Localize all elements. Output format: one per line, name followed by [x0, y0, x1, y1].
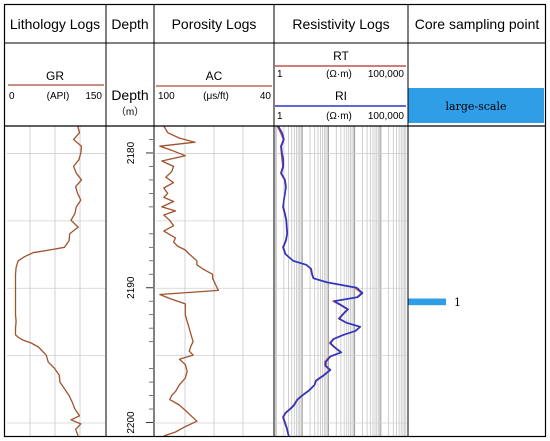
gr-unit: (API) — [47, 91, 70, 102]
gr-curve — [14, 125, 83, 437]
ac-right-scale: 40 — [260, 91, 272, 102]
resistivity-track-title: Resistivity Logs — [292, 16, 389, 32]
rt-curve-name: RT — [333, 49, 349, 63]
lithology-track-title: Lithology Logs — [10, 16, 100, 32]
chart-frame — [3, 3, 547, 438]
gr-curve-name: GR — [46, 69, 64, 83]
ac-left-scale: 100 — [158, 91, 175, 102]
porosity-grid — [156, 126, 273, 436]
gr-left-scale: 0 — [9, 91, 15, 102]
gr-right-scale: 150 — [85, 91, 102, 102]
rt-left-scale: 1 — [277, 69, 283, 80]
rt-right-scale: 100,000 — [368, 69, 405, 80]
core-legend-box — [408, 88, 544, 123]
ri-right-scale: 100,000 — [368, 111, 405, 122]
ri-left-scale: 1 — [277, 111, 283, 122]
ri-unit: (Ω·m) — [326, 111, 352, 122]
ri-curve-name: RI — [335, 89, 347, 103]
porosity-track-title: Porosity Logs — [172, 16, 257, 32]
depth-axis-label: Depth — [111, 87, 148, 103]
lithology-grid — [7, 126, 105, 436]
depth-tick-label: 2190 — [126, 276, 137, 299]
depth-axis-unit: （m） — [116, 106, 144, 118]
core-sample-1-marker — [408, 298, 446, 306]
depth-ticks: 2180 2190 2200 — [126, 139, 153, 434]
ac-curve-name: AC — [206, 69, 223, 83]
depth-tick-label: 2200 — [126, 411, 137, 434]
core-track-title: Core sampling point — [415, 16, 540, 32]
core-legend-label: large-scale — [446, 100, 507, 113]
rt-unit: (Ω·m) — [326, 69, 352, 80]
ac-curve — [159, 125, 220, 437]
ri-curve — [277, 125, 364, 437]
depth-tick-label: 2180 — [126, 141, 137, 164]
ac-unit: (μs/ft) — [203, 91, 229, 102]
core-sample-1-label: 1 — [454, 296, 461, 309]
depth-track-title: Depth — [111, 16, 148, 32]
resistivity-log-grid — [275, 126, 407, 436]
